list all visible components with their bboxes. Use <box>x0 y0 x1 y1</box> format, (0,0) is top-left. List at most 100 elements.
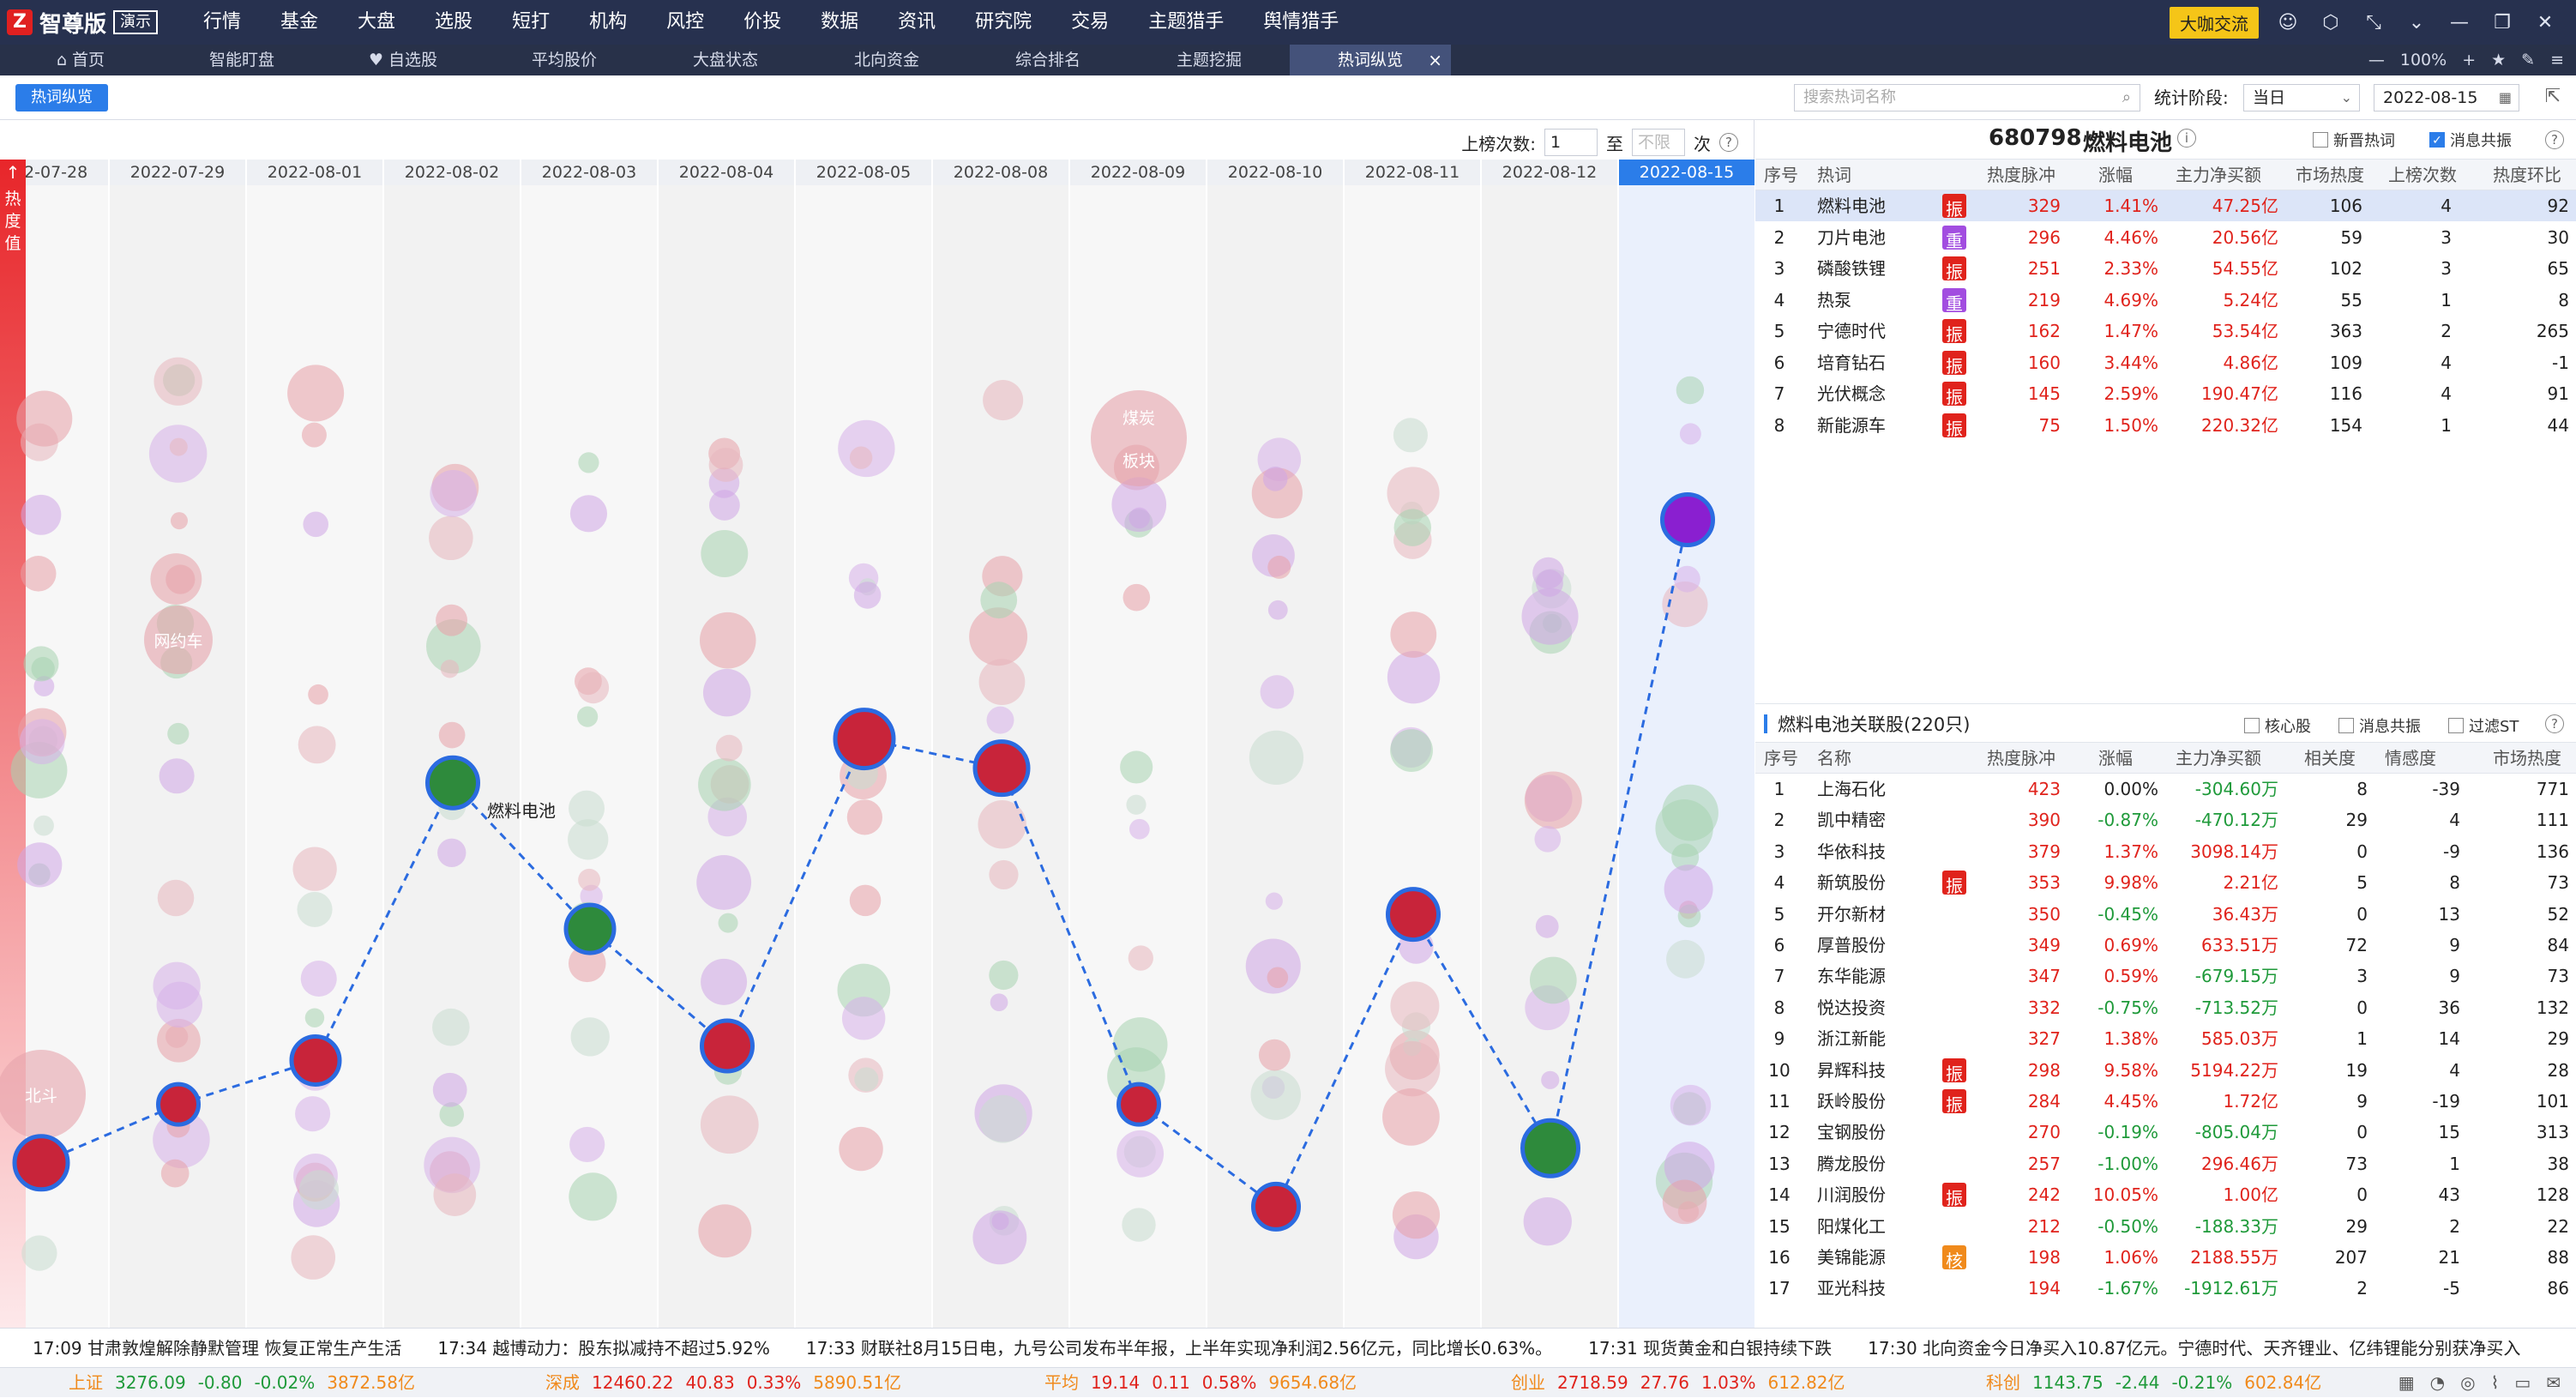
stock-name[interactable]: 上海石化 <box>1817 779 1886 799</box>
stock-name[interactable]: 阳煤化工 <box>1817 1215 1886 1237</box>
hotword-bubble[interactable] <box>846 799 883 835</box>
highlight-point[interactable] <box>972 739 1031 798</box>
help-icon[interactable]: ? <box>2545 130 2564 149</box>
date-header[interactable] <box>1482 160 1617 185</box>
hotword-bubble[interactable] <box>578 868 601 891</box>
hotword-name[interactable]: 新能源车 <box>1817 414 1886 436</box>
hotword-bubble[interactable] <box>698 758 751 811</box>
menu-item[interactable]: 研究院 <box>975 11 1032 33</box>
highlight-point[interactable] <box>156 1082 201 1127</box>
related-row[interactable]: 14 川润股份 振 242 10.05% 1.00亿 0 43 128 <box>1755 1179 2576 1210</box>
hotword-bubble[interactable] <box>1128 945 1153 971</box>
chat-button[interactable]: 大咖交流 <box>2170 6 2259 39</box>
hotword-bubble[interactable] <box>853 581 882 609</box>
hotword-bubble[interactable] <box>298 726 336 764</box>
hotword-bubble[interactable] <box>568 819 609 860</box>
detail-header-cell[interactable]: 上榜次数 <box>2388 165 2457 185</box>
view-tab-hotwords[interactable]: 热词纵览 <box>15 84 108 111</box>
close-tab-icon[interactable]: × <box>1428 50 1442 70</box>
related-row[interactable]: 7 东华能源 347 0.59% -679.15万 3 9 73 <box>1755 961 2576 991</box>
date-header[interactable] <box>247 160 382 185</box>
hotword-bubble[interactable] <box>160 1159 190 1188</box>
hotword-bubble[interactable] <box>1662 1179 1707 1225</box>
hotword-bubble[interactable] <box>1524 771 1582 829</box>
highlight-point[interactable] <box>700 1018 755 1074</box>
hotword-bubble[interactable] <box>577 706 599 727</box>
hotword-bubble[interactable] <box>297 891 333 927</box>
user-icon[interactable]: ☺ <box>2278 11 2298 33</box>
hotword-bubble[interactable] <box>1120 750 1153 784</box>
hotword-bubble[interactable] <box>1122 1208 1156 1242</box>
hotword-bubble[interactable] <box>287 365 345 422</box>
tab-item[interactable]: 智能盯盘 <box>161 45 322 75</box>
hotword-bubble[interactable] <box>569 1172 617 1221</box>
zoom-out-button[interactable]: — <box>2368 51 2385 69</box>
tab-item[interactable]: ♥ 自选股 <box>322 45 484 75</box>
date-header[interactable] <box>1345 160 1480 185</box>
related-header-cell[interactable]: 序号 <box>1764 748 1798 768</box>
hotword-bubble[interactable] <box>1111 477 1167 533</box>
hotword-bubble[interactable] <box>983 380 1024 421</box>
hotword-bubble[interactable] <box>709 490 740 521</box>
hotword-bubble[interactable] <box>1670 1084 1712 1126</box>
hotword-bubble[interactable] <box>702 668 751 717</box>
hotword-name[interactable]: 培育钻石 <box>1817 352 1886 373</box>
hotword-bubble[interactable] <box>1249 730 1304 785</box>
hotword-bubble[interactable] <box>303 511 329 538</box>
highlight-point[interactable] <box>1520 1118 1580 1178</box>
bell-icon[interactable]: ◔ <box>2429 1372 2446 1393</box>
hotword-bubble[interactable] <box>1392 1191 1441 1239</box>
tab-item[interactable]: 平均股价 <box>484 45 645 75</box>
hotword-bubble[interactable] <box>1390 729 1433 772</box>
stock-name[interactable]: 亚光科技 <box>1817 1278 1886 1299</box>
news-item[interactable]: 17:33 财联社8月15日电，九号公司发布半年报，上半年实现净利润2.56亿元… <box>805 1338 1553 1359</box>
hotword-bubble[interactable] <box>978 800 1026 849</box>
related-header-cell[interactable]: 市场热度 <box>2493 748 2561 768</box>
index-quote[interactable]: 科创 1143.75 -2.44 -0.21% 602.84亿 <box>1986 1368 2321 1398</box>
search-icon[interactable]: ⌕ <box>2122 88 2131 106</box>
related-row[interactable]: 10 昇辉科技 振 298 9.58% 5194.22万 19 4 28 <box>1755 1055 2576 1086</box>
settings-icon[interactable]: ⬡ <box>2322 11 2339 33</box>
stock-name[interactable]: 东华能源 <box>1817 966 1886 987</box>
external-link-icon[interactable]: ⇱ <box>2544 86 2561 107</box>
hotword-name[interactable]: 磷酸铁锂 <box>1817 258 1886 279</box>
detail-row[interactable]: 3 磷酸铁锂 振 251 2.33% 54.55亿 102 3 65 <box>1755 253 2576 284</box>
hotword-bubble[interactable] <box>718 913 738 933</box>
related-row[interactable]: 9 浙江新能 327 1.38% 585.03万 1 14 29 <box>1755 1023 2576 1054</box>
highlight-point[interactable] <box>1251 1181 1301 1232</box>
menu-item[interactable]: 风控 <box>666 11 705 33</box>
menu-item[interactable]: 数据 <box>821 11 859 33</box>
hotword-bubble[interactable] <box>1129 818 1150 840</box>
restore-icon[interactable]: ❐ <box>2494 11 2511 33</box>
detail-row[interactable]: 2 刀片电池 重 296 4.46% 20.56亿 59 3 30 <box>1755 222 2576 253</box>
count-from-input[interactable]: 1 <box>1544 129 1598 156</box>
menu-item[interactable]: 交易 <box>1071 11 1110 33</box>
hotword-bubble[interactable] <box>1126 794 1147 815</box>
tab-item[interactable]: 综合排名 <box>967 45 1129 75</box>
hotword-bubble[interactable] <box>715 734 743 762</box>
hotword-bubble[interactable] <box>0 1050 86 1139</box>
tab-item[interactable]: 主题挖掘 <box>1129 45 1290 75</box>
hotword-bubble[interactable] <box>1122 583 1151 612</box>
related-row[interactable]: 12 宝钢股份 270 -0.19% -805.04万 0 15 313 <box>1755 1117 2576 1148</box>
hotword-bubble[interactable] <box>1091 390 1187 486</box>
hotword-name[interactable]: 光伏概念 <box>1817 383 1886 404</box>
hotword-bubble[interactable] <box>432 1008 470 1046</box>
hotword-bubble[interactable] <box>308 684 328 705</box>
date-header[interactable] <box>1619 160 1754 185</box>
related-row[interactable]: 6 厚普股份 349 0.69% 633.51万 72 9 84 <box>1755 930 2576 961</box>
stock-name[interactable]: 跃岭股份 <box>1817 1091 1886 1112</box>
hotword-bubble[interactable] <box>166 564 196 594</box>
info-icon[interactable]: i <box>2177 129 2196 148</box>
date-header[interactable] <box>1207 160 1343 185</box>
related-header-cell[interactable]: 名称 <box>1817 748 1851 768</box>
news-resonance-checkbox[interactable]: ✓ 消息共振 <box>2429 129 2512 151</box>
highlight-point[interactable] <box>1116 1082 1161 1127</box>
hotword-bubble[interactable] <box>1390 981 1440 1031</box>
hotword-bubble[interactable] <box>1521 588 1579 645</box>
tab-item[interactable]: 大盘状态 <box>645 45 806 75</box>
hotword-bubble[interactable] <box>701 958 748 1005</box>
related-row[interactable]: 13 腾龙股份 257 -1.00% 296.46万 73 1 38 <box>1755 1148 2576 1179</box>
related-row[interactable]: 17 亚光科技 194 -1.67% -1912.61万 2 -5 86 <box>1755 1273 2576 1304</box>
detail-header-cell[interactable]: 热度环比 <box>2493 165 2561 185</box>
